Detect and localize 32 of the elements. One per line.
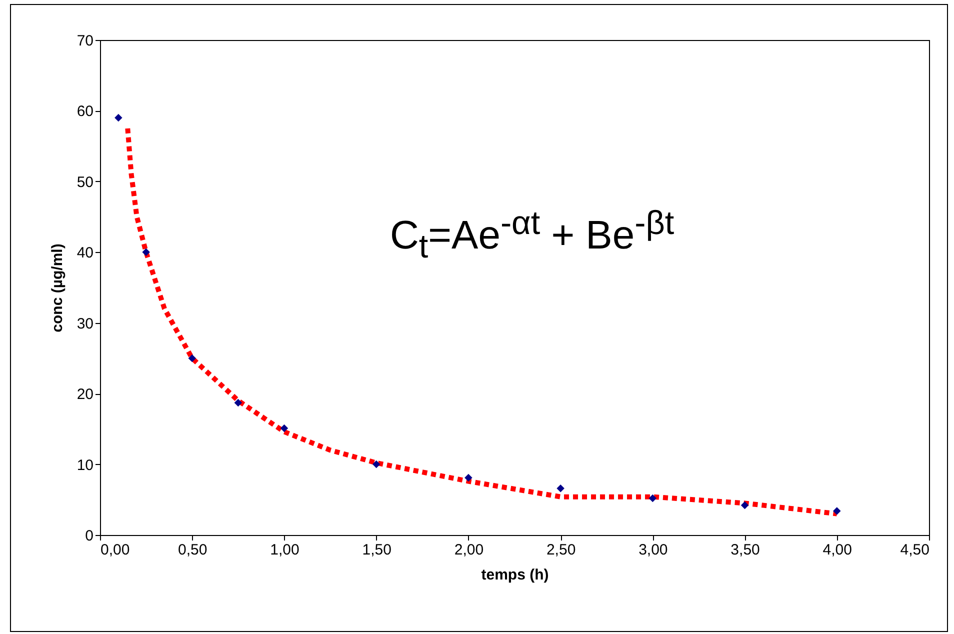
x-tick-label: 4,50 [900, 542, 930, 558]
y-tick-label: 20 [76, 386, 94, 404]
x-tick-label: 0,50 [178, 542, 208, 558]
point [142, 248, 150, 256]
point [280, 424, 288, 432]
point [464, 474, 472, 482]
x-tick-label: 0,00 [100, 542, 130, 558]
x-tick-label: 3,50 [730, 542, 760, 558]
point [234, 398, 242, 407]
x-tick-label: 2,00 [454, 542, 484, 558]
y-tick-label: 30 [76, 315, 94, 332]
point [556, 484, 564, 492]
x-tick-label: 2,50 [546, 542, 576, 558]
point [372, 460, 380, 468]
x-tick-label: 1,50 [362, 542, 392, 558]
y-tick-label: 50 [76, 174, 94, 191]
x-tick-label: 4,00 [822, 542, 852, 558]
x-tick-label: 3,00 [638, 542, 668, 558]
y-tick-label: 0 [85, 528, 94, 544]
y-tick-label: 60 [76, 103, 94, 120]
y-tick-label: 10 [76, 456, 94, 474]
x-tick-label: 1,00 [270, 542, 300, 558]
point [833, 507, 841, 515]
point [114, 114, 122, 122]
annotation: C$_{t}$=Ae$^{-αt}$ + Be$^{-βt}$ [390, 205, 674, 266]
y-axis-title: conc (µg/ml) [48, 244, 66, 332]
y-tick-label: 70 [76, 32, 94, 50]
x-axis-title: temps (h) [481, 566, 549, 584]
point [188, 354, 196, 362]
y-tick-label: 40 [76, 244, 94, 262]
point [740, 501, 749, 510]
point [648, 494, 657, 502]
